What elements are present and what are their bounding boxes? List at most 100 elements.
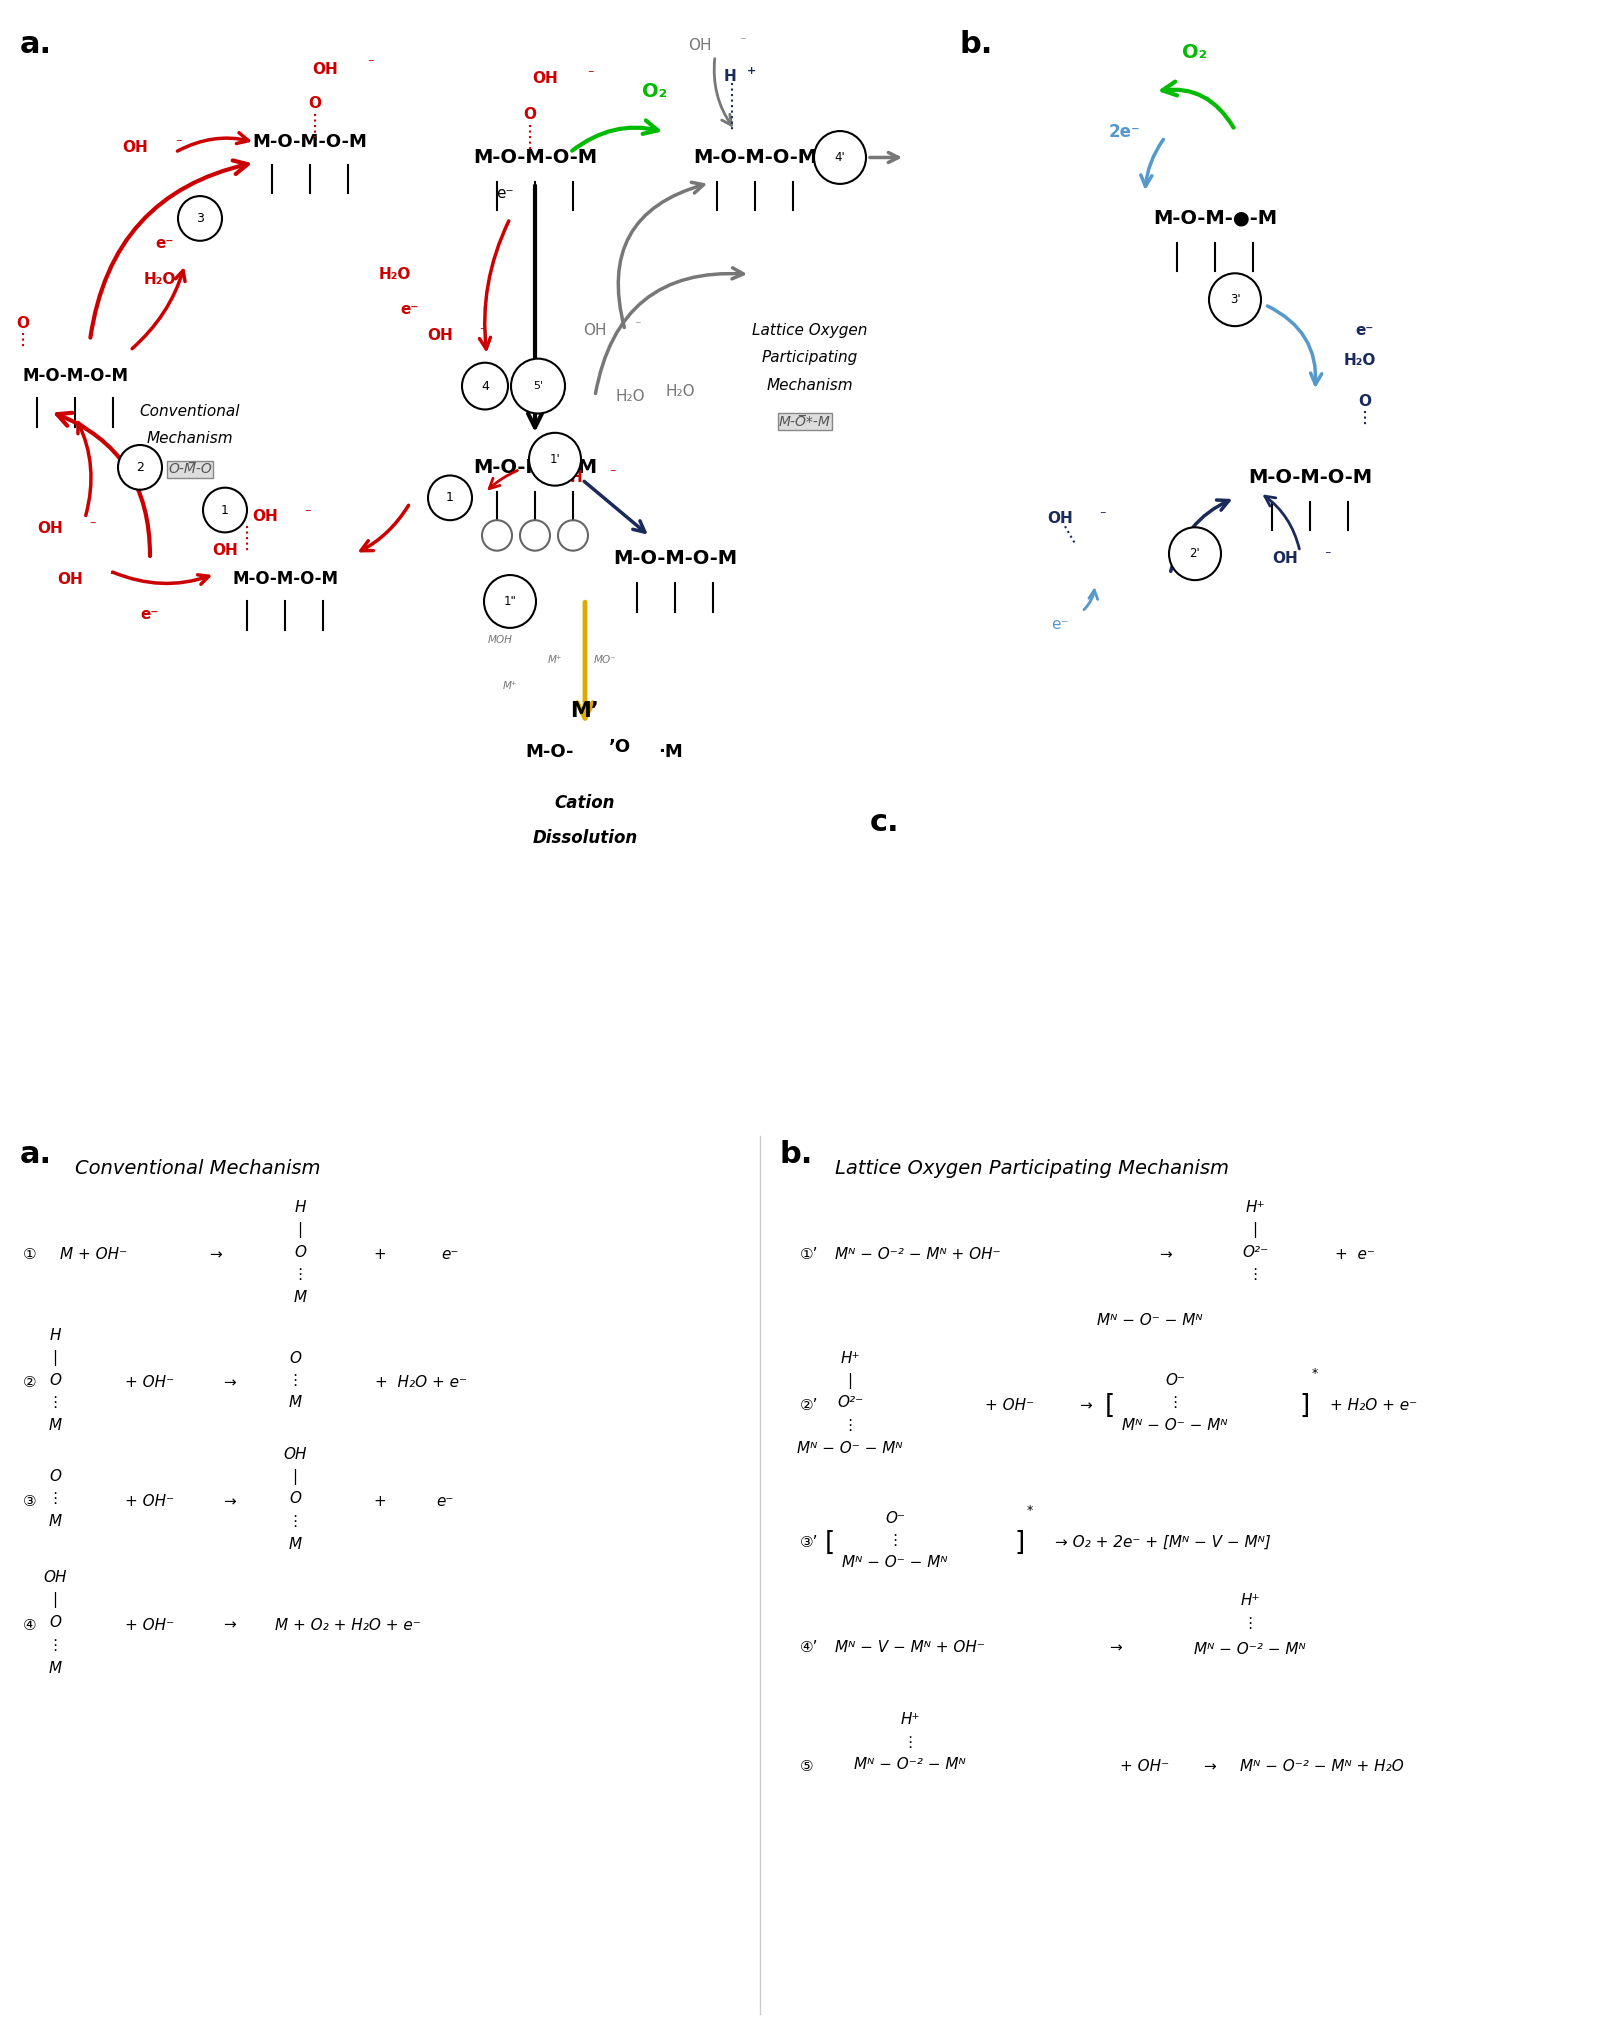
Text: + H₂O + e⁻: + H₂O + e⁻	[1330, 1398, 1418, 1412]
Text: Conventional Mechanism: Conventional Mechanism	[75, 1158, 320, 1179]
Text: a.: a.	[19, 30, 53, 59]
Text: Mᴺ − V − Mᴺ + OH⁻: Mᴺ − V − Mᴺ + OH⁻	[835, 1640, 986, 1656]
Text: |: |	[293, 1469, 298, 1485]
Text: Conventional: Conventional	[139, 404, 240, 419]
Text: ③’: ③’	[800, 1536, 819, 1550]
Text: O⁻: O⁻	[885, 1510, 906, 1526]
Text: H₂O: H₂O	[144, 272, 176, 287]
Text: Mᴺ − O⁻ − Mᴺ: Mᴺ − O⁻ − Mᴺ	[797, 1441, 902, 1457]
Text: O: O	[290, 1491, 301, 1506]
Text: |: |	[53, 1349, 58, 1366]
Text: H₂O: H₂O	[614, 388, 645, 404]
Text: 3: 3	[197, 211, 203, 226]
Text: OH: OH	[533, 71, 558, 85]
Text: M⁺: M⁺	[502, 681, 517, 691]
Text: OH: OH	[283, 1447, 307, 1461]
Text: M-O-M-O-M: M-O-M-O-M	[232, 571, 338, 587]
Text: O²⁻: O²⁻	[1242, 1244, 1269, 1260]
Text: H⁺: H⁺	[840, 1351, 859, 1366]
Text: O: O	[523, 108, 536, 122]
Text: ⑤: ⑤	[800, 1760, 814, 1774]
Text: ⋮: ⋮	[48, 1396, 62, 1410]
Text: →: →	[1078, 1398, 1091, 1412]
Text: ⋮: ⋮	[293, 1268, 307, 1282]
Text: ②’: ②’	[800, 1398, 819, 1412]
Text: ③: ③	[22, 1494, 37, 1510]
Text: M-O-M-O-M: M-O-M-O-M	[253, 134, 368, 150]
Text: |: |	[1253, 1221, 1258, 1237]
Text: c.: c.	[870, 809, 899, 837]
Text: OH: OH	[312, 61, 338, 77]
Text: → O₂ + 2e⁻ + [Mᴺ − V − Mᴺ]: → O₂ + 2e⁻ + [Mᴺ − V − Mᴺ]	[1054, 1536, 1270, 1550]
Circle shape	[462, 362, 509, 408]
Text: H₂O: H₂O	[379, 266, 411, 282]
Text: ’O: ’O	[610, 738, 630, 756]
Text: OH: OH	[253, 508, 278, 524]
Text: 4': 4'	[835, 150, 845, 165]
Text: M-O-M-●-M: M-O-M-●-M	[1154, 209, 1277, 228]
Text: M-O-M-O-M: M-O-M-O-M	[22, 368, 128, 384]
Text: Lattice Oxygen Participating Mechanism: Lattice Oxygen Participating Mechanism	[835, 1158, 1229, 1179]
Text: + OH⁻: + OH⁻	[1120, 1760, 1170, 1774]
Text: →: →	[224, 1376, 237, 1390]
Text: H: H	[723, 69, 736, 83]
Text: + OH⁻: + OH⁻	[125, 1376, 174, 1390]
Text: M⁺: M⁺	[547, 656, 562, 664]
Circle shape	[530, 433, 581, 486]
Text: +: +	[374, 1248, 386, 1262]
Text: Mᴺ − O⁻ − Mᴺ: Mᴺ − O⁻ − Mᴺ	[1098, 1313, 1203, 1329]
Text: ⁻: ⁻	[1323, 549, 1330, 563]
Text: →: →	[208, 1248, 221, 1262]
Text: M-O-M-O-M: M-O-M-O-M	[1248, 467, 1373, 488]
Text: →: →	[1158, 1248, 1171, 1262]
Text: ⋮: ⋮	[1242, 1615, 1258, 1632]
Text: OH: OH	[688, 39, 712, 53]
Text: M: M	[48, 1660, 61, 1676]
Text: H⁺: H⁺	[901, 1711, 920, 1727]
Text: 1: 1	[446, 492, 454, 504]
Text: Mᴺ − O⁻² − Mᴺ: Mᴺ − O⁻² − Mᴺ	[1194, 1642, 1306, 1658]
Text: O₂: O₂	[1182, 43, 1208, 63]
Text: H₂O: H₂O	[666, 384, 694, 398]
Text: ⋮: ⋮	[48, 1491, 62, 1506]
Text: M: M	[293, 1290, 307, 1305]
Text: OH: OH	[37, 520, 62, 536]
Text: M’: M’	[571, 701, 600, 721]
Text: |: |	[298, 1221, 302, 1237]
Text: 2e⁻: 2e⁻	[1109, 124, 1141, 140]
Text: M-O-M-O-M: M-O-M-O-M	[693, 148, 818, 167]
Text: Mᴺ − O⁻² − Mᴺ: Mᴺ − O⁻² − Mᴺ	[854, 1758, 966, 1772]
Text: ⋮: ⋮	[288, 1514, 302, 1530]
Text: *: *	[1027, 1504, 1034, 1518]
Text: |: |	[848, 1374, 853, 1390]
Text: ①: ①	[22, 1248, 37, 1262]
Text: OH: OH	[43, 1571, 67, 1585]
Text: ⁻: ⁻	[88, 518, 96, 532]
Text: O-M̅-O: O-M̅-O	[168, 463, 211, 475]
Text: M: M	[48, 1514, 61, 1530]
Circle shape	[814, 130, 866, 185]
Text: 1: 1	[221, 504, 229, 516]
Text: MO⁻: MO⁻	[594, 656, 616, 664]
Text: ⋮: ⋮	[842, 1418, 858, 1433]
Text: [: [	[1106, 1392, 1115, 1418]
Text: O₂: O₂	[643, 81, 667, 102]
Text: Dissolution: Dissolution	[533, 829, 638, 847]
Text: Mechanism: Mechanism	[766, 378, 853, 392]
Text: e⁻: e⁻	[1051, 618, 1069, 632]
Text: M + OH⁻: M + OH⁻	[61, 1248, 126, 1262]
Circle shape	[510, 358, 565, 415]
Circle shape	[483, 575, 536, 628]
Text: O²⁻: O²⁻	[837, 1396, 862, 1410]
Text: ⁻: ⁻	[634, 319, 640, 333]
Text: M-O̅*-M: M-O̅*-M	[779, 415, 830, 429]
Text: Mᴺ − O⁻² − Mᴺ + H₂O: Mᴺ − O⁻² − Mᴺ + H₂O	[1240, 1760, 1403, 1774]
Text: a.: a.	[19, 1140, 53, 1170]
Text: 2': 2'	[1190, 547, 1200, 561]
Text: ⋮: ⋮	[888, 1532, 902, 1548]
Text: *: *	[1312, 1368, 1318, 1380]
Text: O: O	[16, 315, 29, 331]
Text: e⁻: e⁻	[1355, 323, 1374, 337]
Text: H⁺: H⁺	[1245, 1199, 1264, 1215]
Text: →: →	[224, 1617, 237, 1632]
